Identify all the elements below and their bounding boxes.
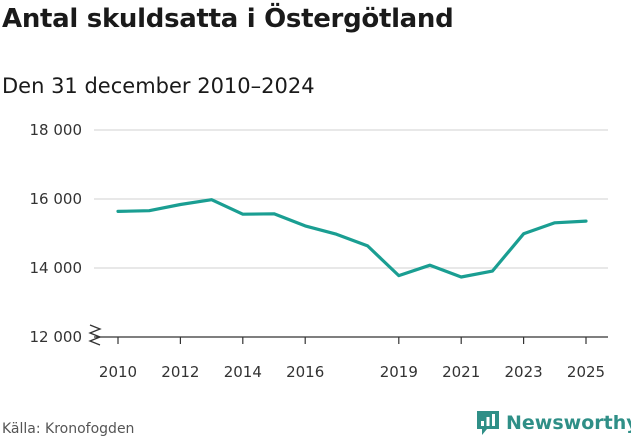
y-tick-label: 14 000 <box>30 259 83 277</box>
x-tick-label: 2016 <box>286 363 324 381</box>
x-tick-label: 2014 <box>224 363 262 381</box>
x-tick-label: 2025 <box>567 363 605 381</box>
newsworthy-logo[interactable]: Newsworthy <box>476 409 631 437</box>
x-tick-label: 2021 <box>442 363 480 381</box>
x-tick-label: 2012 <box>161 363 199 381</box>
x-tick-label: 2023 <box>505 363 543 381</box>
y-tick-label: 16 000 <box>30 190 83 208</box>
newsworthy-logo-icon <box>477 411 499 435</box>
x-tick-label: 2010 <box>99 363 137 381</box>
y-tick-label: 12 000 <box>30 328 83 346</box>
brand-name: Newsworthy <box>506 412 631 434</box>
chart-title: Antal skuldsatta i Östergötland <box>2 4 454 34</box>
data-line <box>116 198 588 279</box>
source-note: Källa: Kronofogden <box>2 421 135 437</box>
axis-break-icon <box>88 324 102 346</box>
x-tick-label: 2019 <box>380 363 418 381</box>
chart-subtitle: Den 31 december 2010–2024 <box>2 74 315 98</box>
line-chart: 12 000 14 000 16 000 18 000 2010 2012 2014 2016… <box>30 121 608 381</box>
y-tick-label: 18 000 <box>30 121 83 139</box>
